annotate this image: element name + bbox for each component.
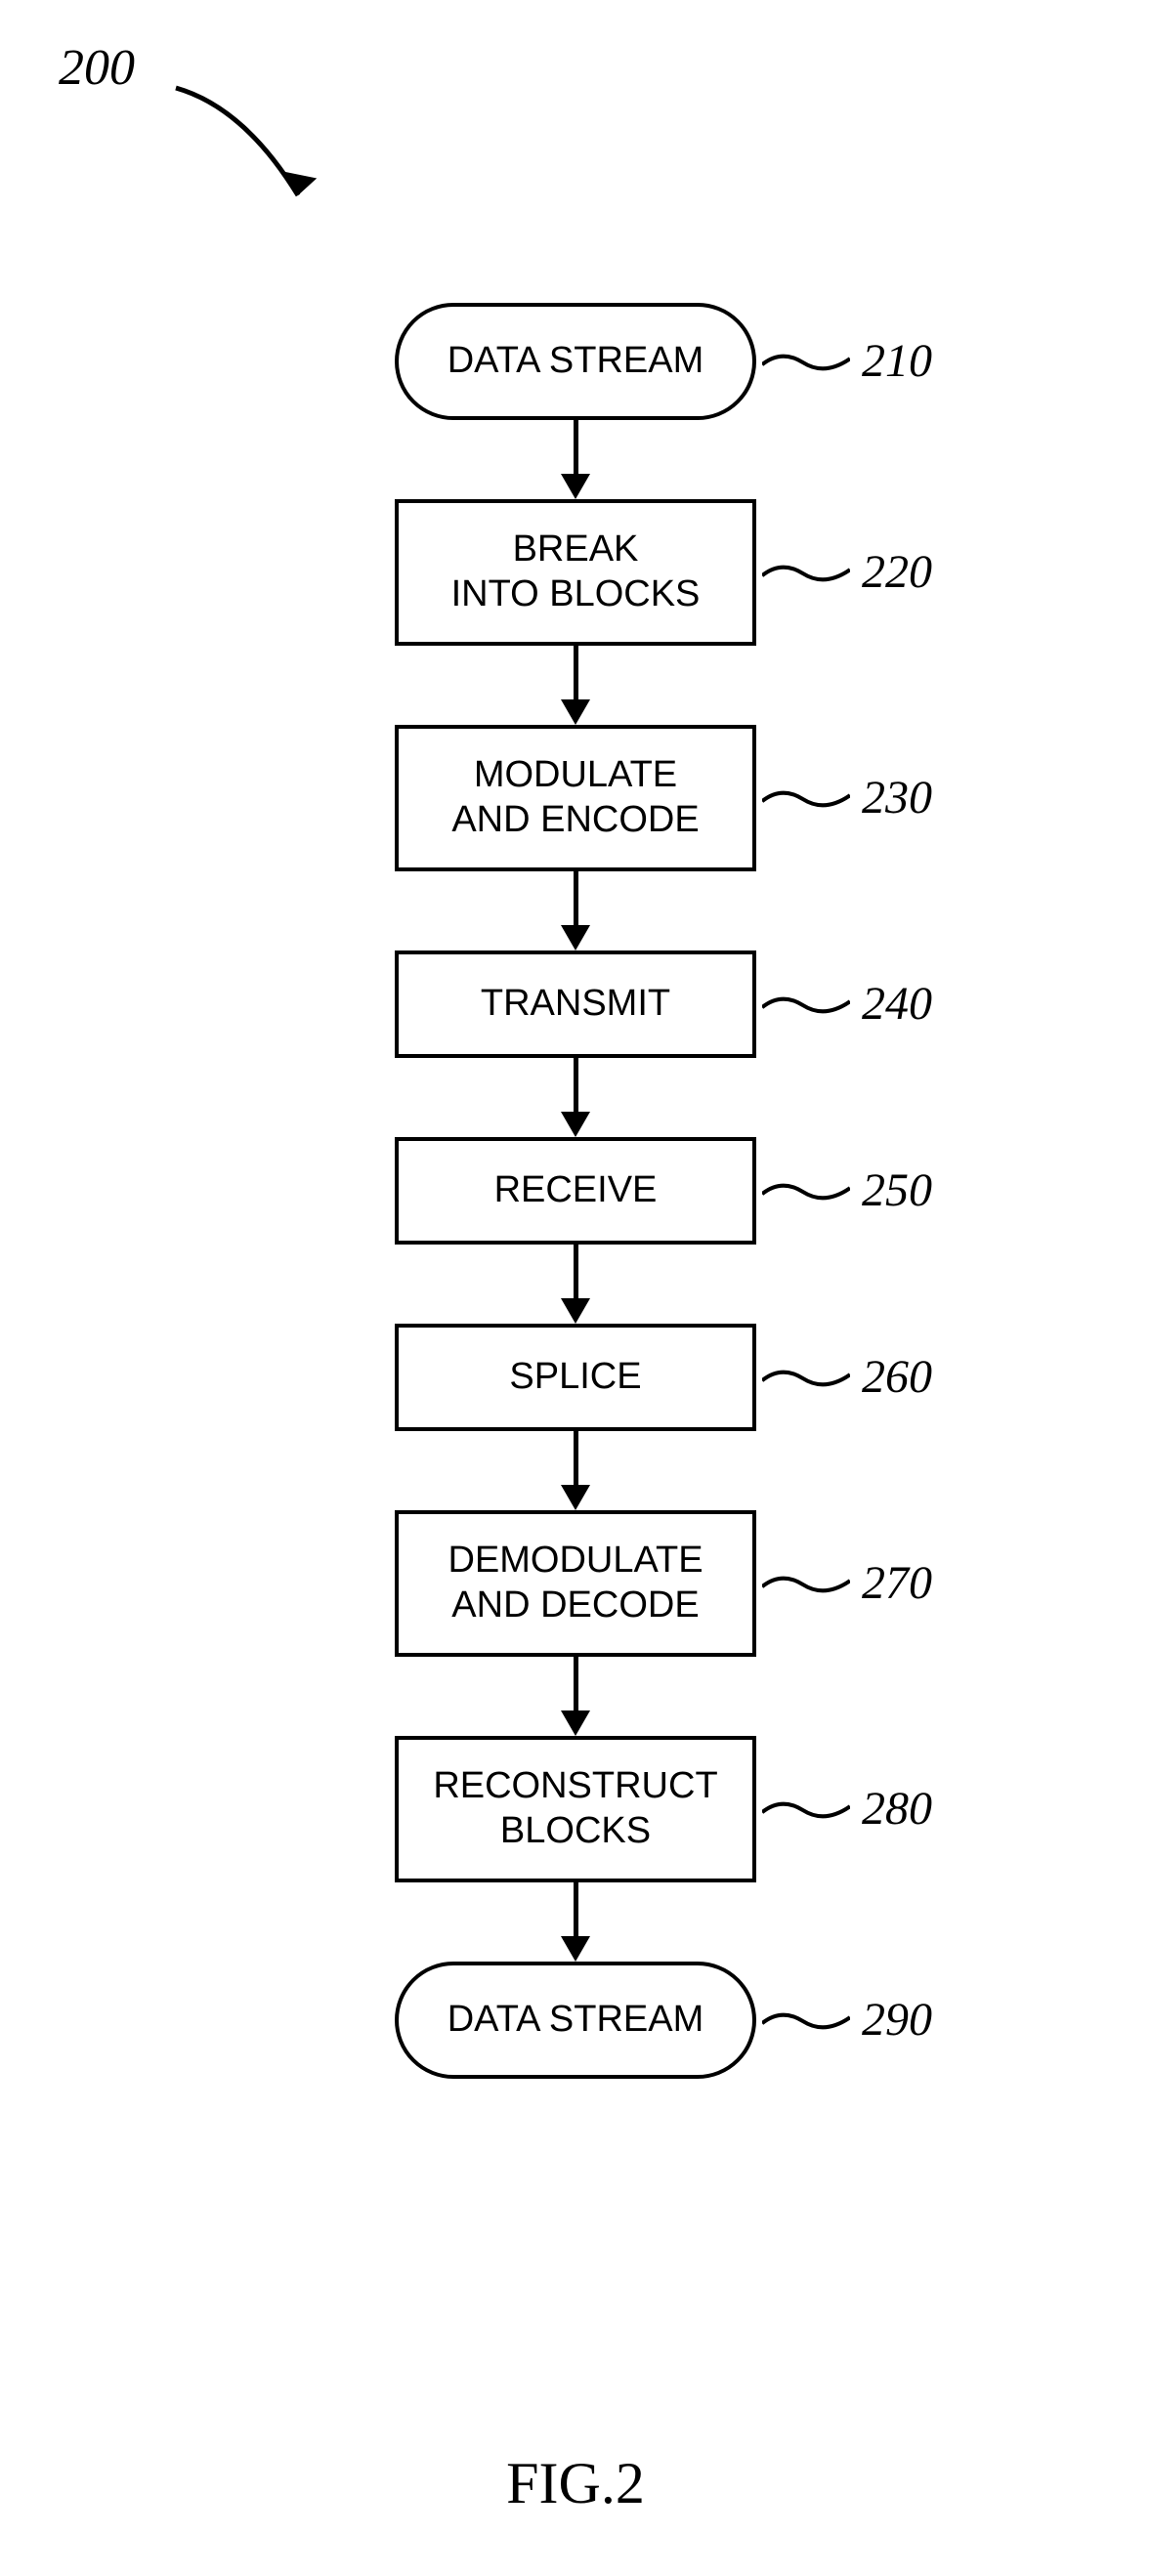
squiggle-connector-icon [762, 990, 850, 1019]
reference-id: 250 [862, 1162, 932, 1219]
flowchart-container: DATA STREAM 210 BREAKINTO BLOCKS 220 MOD… [395, 303, 756, 2079]
reference-label: 270 [752, 1555, 932, 1612]
arrow-connector [561, 1058, 590, 1137]
arrow-connector [561, 871, 590, 950]
reference-label: 280 [752, 1781, 932, 1837]
arrow-connector [561, 1245, 590, 1324]
reference-id: 240 [862, 976, 932, 1033]
node-receive: RECEIVE 250 [395, 1137, 756, 1245]
reference-label: 230 [752, 770, 932, 826]
node-label: RECONSTRUCTBLOCKS [433, 1764, 717, 1853]
reference-id: 280 [862, 1781, 932, 1837]
arrow-connector [561, 646, 590, 725]
node-label: DATA STREAM [448, 339, 704, 384]
reference-id: 230 [862, 770, 932, 826]
squiggle-connector-icon [762, 1569, 850, 1598]
arrow-connector [561, 1657, 590, 1736]
node-data-stream-start: DATA STREAM 210 [395, 303, 756, 420]
node-modulate-encode: MODULATEAND ENCODE 230 [395, 725, 756, 871]
node-demodulate-decode: DEMODULATEAND DECODE 270 [395, 1510, 756, 1657]
reference-id: 290 [862, 1992, 932, 2048]
arrow-connector [561, 1882, 590, 1962]
curved-arrow-icon [166, 78, 342, 234]
node-data-stream-end: DATA STREAM 290 [395, 1962, 756, 2079]
squiggle-connector-icon [762, 783, 850, 813]
node-label: TRANSMIT [481, 982, 670, 1027]
squiggle-connector-icon [762, 1795, 850, 1824]
squiggle-connector-icon [762, 347, 850, 376]
node-label: DEMODULATEAND DECODE [448, 1539, 703, 1627]
diagram-reference-pointer: 200 [59, 39, 135, 97]
reference-label: 220 [752, 544, 932, 601]
arrow-connector [561, 420, 590, 499]
squiggle-connector-icon [762, 558, 850, 587]
reference-id: 270 [862, 1555, 932, 1612]
reference-id: 220 [862, 544, 932, 601]
node-label: MODULATEAND ENCODE [451, 753, 699, 842]
reference-id: 260 [862, 1349, 932, 1406]
node-reconstruct-blocks: RECONSTRUCTBLOCKS 280 [395, 1736, 756, 1882]
squiggle-connector-icon [762, 2006, 850, 2035]
node-transmit: TRANSMIT 240 [395, 950, 756, 1058]
reference-id: 210 [862, 333, 932, 390]
node-label: SPLICE [509, 1355, 641, 1400]
reference-label: 210 [752, 333, 932, 390]
node-break-into-blocks: BREAKINTO BLOCKS 220 [395, 499, 756, 646]
figure-label: FIG.2 [506, 2450, 645, 2517]
squiggle-connector-icon [762, 1363, 850, 1392]
node-splice: SPLICE 260 [395, 1324, 756, 1431]
reference-label: 260 [752, 1349, 932, 1406]
node-label: BREAKINTO BLOCKS [451, 528, 701, 616]
node-label: DATA STREAM [448, 1998, 704, 2043]
reference-label: 250 [752, 1162, 932, 1219]
reference-label: 240 [752, 976, 932, 1033]
squiggle-connector-icon [762, 1176, 850, 1205]
node-label: RECEIVE [494, 1168, 658, 1213]
diagram-reference-number: 200 [59, 40, 135, 96]
arrow-connector [561, 1431, 590, 1510]
reference-label: 290 [752, 1992, 932, 2048]
